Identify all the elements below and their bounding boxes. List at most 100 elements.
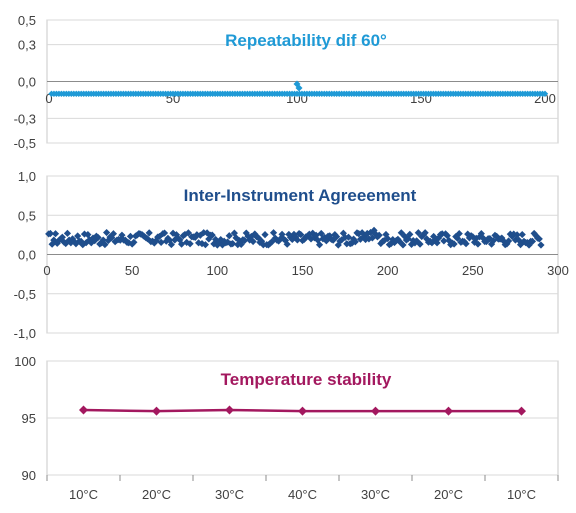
data-point: [433, 239, 441, 247]
data-point: [465, 234, 474, 242]
y-tick-label: 0,3: [18, 38, 36, 53]
x-tick-label: 20°C: [142, 487, 171, 502]
data-point: [268, 238, 276, 246]
data-point: [407, 240, 416, 248]
x-tick-label: 20°C: [434, 487, 463, 502]
y-tick-label: 100: [14, 354, 36, 369]
y-tick-label: 0,0: [18, 248, 36, 263]
data-point: [503, 240, 511, 248]
data-point: [51, 230, 60, 238]
y-tick-label: 1,0: [18, 169, 36, 184]
data-point: [428, 239, 436, 247]
data-point: [406, 230, 414, 239]
data-point: [453, 234, 462, 242]
data-point: [329, 236, 337, 244]
data-point: [101, 240, 109, 249]
inter-instrument-chart: 1,0 0,5 0,0 -0,5 -1,0 0 50 100 150 200 250 300 Int…: [14, 169, 569, 341]
data-point: [288, 235, 296, 244]
data-point: [251, 230, 259, 238]
data-point: [351, 238, 359, 246]
data-point: [72, 240, 80, 248]
data-point: [157, 238, 165, 246]
data-point: [416, 240, 424, 248]
data-point: [126, 232, 135, 240]
data-point: [275, 237, 283, 245]
data-point: [225, 232, 233, 240]
data-point: [537, 241, 545, 249]
temperature-chart: 100 95 90 10°C 20°C 30°C 40°C 30°C 20°C 10°C Tem…: [14, 354, 559, 502]
y-tick-label: -0,5: [14, 287, 36, 302]
data-point: [455, 229, 463, 238]
data-point: [109, 230, 118, 238]
data-point: [440, 237, 448, 245]
data-point: [515, 236, 523, 244]
data-point: [384, 234, 392, 243]
data-point: [404, 235, 412, 243]
chart-title: Temperature stability: [221, 370, 392, 389]
data-point: [208, 231, 216, 239]
x-tick-label: 300: [547, 263, 569, 278]
data-point: [462, 240, 470, 248]
data-point: [94, 233, 102, 242]
data-point: [46, 229, 55, 238]
y-tick-label: -0,5: [14, 136, 36, 151]
data-point: [367, 228, 375, 237]
chart-title: Repeatability dif 60°: [225, 31, 387, 50]
y-tick-label: 0,5: [18, 208, 36, 223]
data-point: [363, 229, 371, 238]
data-point: [229, 240, 237, 248]
y-tick-label: -1,0: [14, 326, 36, 341]
data-point: [249, 237, 257, 246]
data-point: [240, 236, 249, 245]
x-tick-label: 0: [43, 263, 50, 278]
data-point: [334, 241, 342, 249]
data-point: [261, 231, 269, 239]
data-point: [152, 406, 161, 416]
data-point: [314, 236, 322, 244]
x-tick-label: 150: [292, 263, 314, 278]
data-point: [399, 241, 407, 249]
data-point: [358, 229, 366, 237]
data-point: [395, 237, 404, 246]
y-tick-label: 0,0: [18, 75, 36, 90]
data-point: [317, 229, 325, 238]
data-point: [370, 226, 378, 234]
data-point: [482, 237, 491, 246]
data-point: [371, 406, 380, 416]
data-point: [375, 231, 383, 239]
data-point: [297, 230, 305, 239]
data-point: [160, 229, 169, 237]
x-tick-label: 30°C: [361, 487, 390, 502]
y-tick-label: 90: [22, 468, 36, 483]
data-point: [470, 238, 479, 246]
x-tick-label: 10°C: [69, 487, 98, 502]
data-point: [431, 235, 439, 244]
data-point: [283, 240, 291, 248]
data-point: [413, 237, 421, 245]
data-point: [517, 406, 526, 416]
data-point: [498, 234, 506, 242]
x-tick-label: 0: [45, 91, 52, 106]
data-point: [167, 240, 175, 249]
data-point: [271, 234, 279, 242]
data-point: [82, 239, 90, 247]
data-point: [387, 240, 395, 248]
data-point: [450, 240, 458, 248]
data-point: [530, 229, 538, 238]
data-point: [130, 238, 138, 246]
data-point: [414, 229, 422, 237]
data-point: [350, 235, 358, 243]
data-point: [305, 230, 313, 238]
data-point: [145, 229, 153, 237]
data-point: [474, 240, 482, 248]
data-point: [77, 237, 85, 245]
data-point: [472, 234, 480, 242]
data-point: [315, 241, 324, 249]
x-tick-label: 250: [462, 263, 484, 278]
data-point: [477, 230, 485, 238]
x-tick-label: 100: [206, 263, 228, 278]
data-point: [326, 232, 334, 240]
y-tick-label: -0,3: [14, 111, 36, 126]
data-point: [184, 229, 192, 237]
x-tick-label: 10°C: [507, 487, 536, 502]
